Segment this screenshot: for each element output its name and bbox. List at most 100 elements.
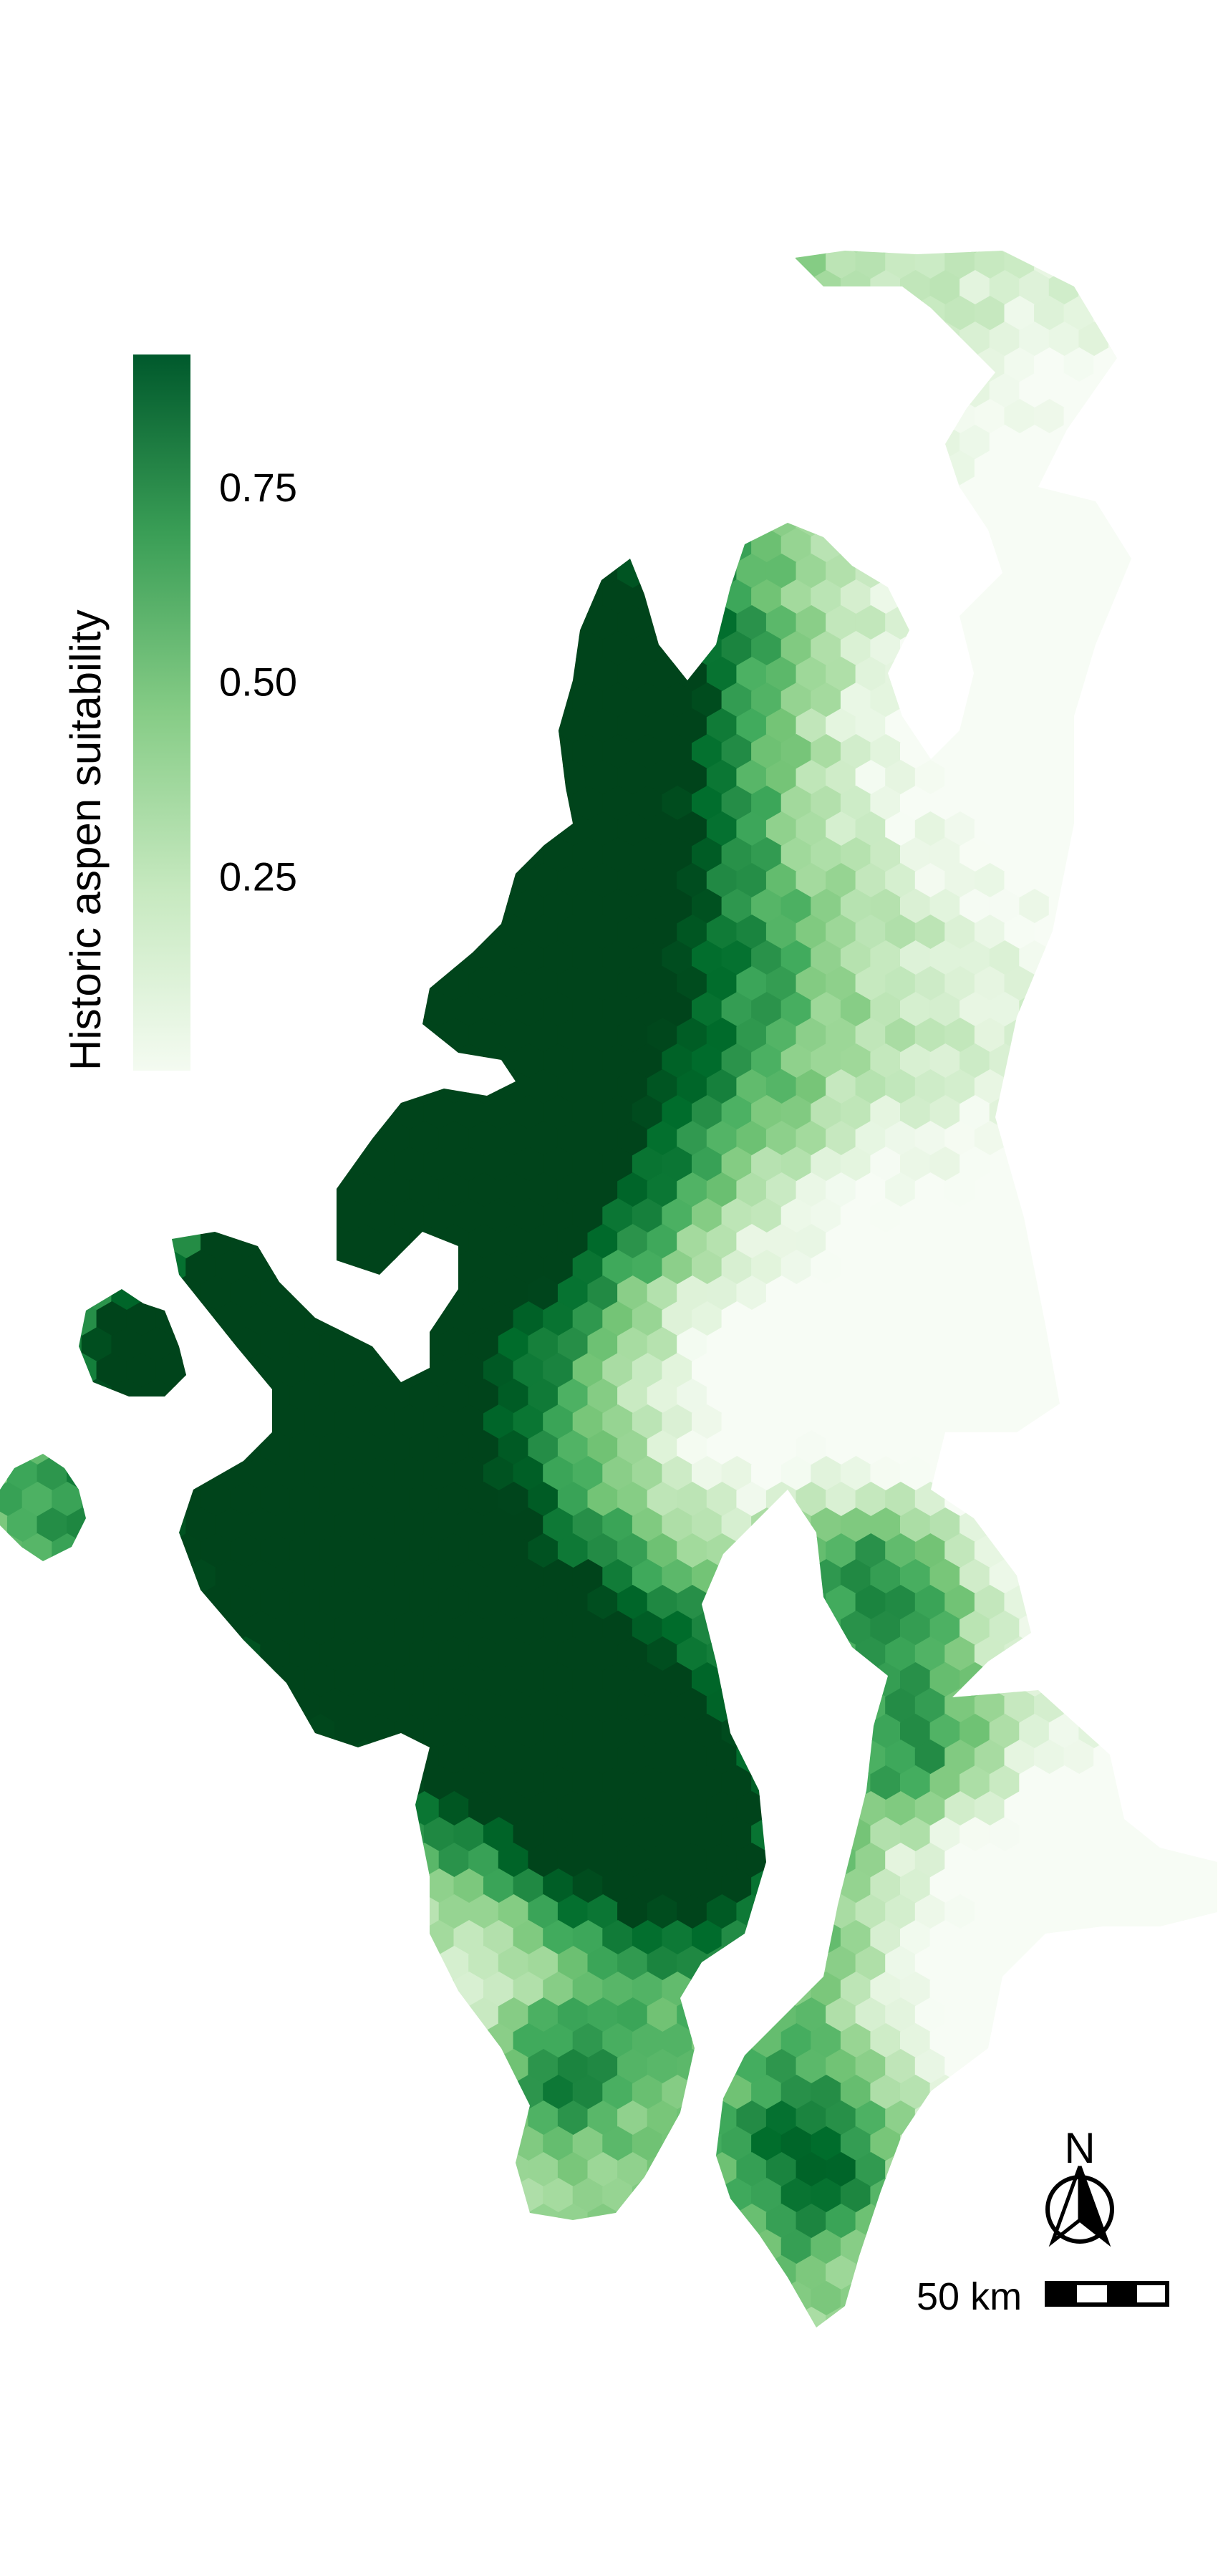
- map-cell: [1108, 1817, 1140, 1853]
- map-cell: [349, 554, 381, 589]
- map-cell: [364, 322, 396, 357]
- map-cell: [1153, 1997, 1184, 2033]
- map-cell: [721, 1559, 753, 1595]
- map-cell: [692, 322, 723, 357]
- map-cell: [974, 657, 1006, 693]
- map-cell: [96, 2281, 127, 2317]
- map-cell: [528, 605, 559, 641]
- map-cell: [379, 554, 410, 589]
- map-cell: [334, 270, 366, 306]
- map-cell: [780, 1817, 812, 1853]
- map-cell: [304, 1095, 336, 1131]
- map-cell: [6, 1198, 39, 1234]
- map-cell: [438, 251, 470, 280]
- map-cell: [959, 2023, 991, 2059]
- map-cell: [468, 347, 500, 383]
- map-cell: [52, 1379, 83, 1414]
- map-cell: [289, 708, 322, 744]
- map-cell: [617, 1997, 649, 2033]
- map-cell: [662, 837, 693, 873]
- map-cell: [929, 1972, 961, 2007]
- map-cell: [6, 373, 39, 409]
- map-cell: [438, 2204, 470, 2239]
- map-cell: [141, 1533, 173, 1569]
- map-cell: [245, 528, 276, 564]
- map-cell: [275, 2281, 306, 2317]
- map-cell: [438, 1379, 470, 1414]
- map-cell: [528, 2307, 559, 2327]
- map-cell: [6, 1301, 39, 1337]
- map-cell: [96, 1301, 127, 1337]
- map-cell: [200, 347, 232, 383]
- map-cell: [319, 1636, 351, 1672]
- map-cell: [96, 1198, 127, 1234]
- map-cell: [751, 992, 783, 1028]
- map-cell: [840, 251, 872, 254]
- map-cell: [751, 734, 783, 770]
- map-cell: [423, 1714, 455, 1750]
- map-cell: [6, 2229, 39, 2265]
- map-cell: [617, 450, 649, 486]
- map-cell: [111, 2307, 142, 2327]
- map-cell: [632, 1868, 664, 1904]
- map-cell: [423, 2126, 455, 2162]
- map-cell: [959, 425, 991, 460]
- map-cell: [438, 811, 470, 847]
- map-cell: [155, 270, 188, 306]
- map-cell: [379, 708, 410, 744]
- map-cell: [780, 1353, 812, 1389]
- map-cell: [706, 399, 738, 435]
- map-cell: [1197, 940, 1217, 976]
- map-cell: [319, 347, 351, 383]
- map-cell: [900, 786, 932, 821]
- map-cell: [557, 915, 589, 950]
- map-cell: [438, 2307, 470, 2327]
- map-cell: [796, 1636, 827, 1672]
- map-cell: [334, 992, 366, 1028]
- map-cell: [1182, 1275, 1214, 1311]
- map-cell: [1034, 1121, 1065, 1157]
- map-cell: [275, 1920, 306, 1956]
- map-cell: [1048, 1714, 1081, 1750]
- map-cell: [334, 837, 366, 873]
- map-cell: [1197, 373, 1217, 409]
- map-cell: [423, 1456, 455, 1492]
- map-cell: [215, 1404, 247, 1440]
- map-cell: [974, 450, 1006, 486]
- map-cell: [632, 1147, 664, 1182]
- map-cell: [914, 863, 947, 899]
- map-cell: [647, 915, 678, 950]
- map-cell: [319, 2204, 351, 2239]
- map-cell: [170, 1430, 202, 1466]
- map-cell: [1182, 863, 1214, 899]
- map-cell: [840, 940, 872, 976]
- map-cell: [215, 734, 247, 770]
- map-cell: [870, 2229, 901, 2265]
- map-cell: [96, 1456, 127, 1492]
- map-cell: [275, 1972, 306, 2007]
- map-cell: [289, 760, 322, 796]
- map-cell: [468, 1121, 500, 1157]
- map-cell: [1093, 657, 1125, 693]
- map-cell: [632, 1095, 664, 1131]
- map-cell: [409, 1946, 440, 1982]
- map-cell: [647, 1121, 678, 1157]
- map-cell: [662, 2229, 693, 2265]
- map-cell: [572, 1920, 604, 1956]
- map-cell: [111, 296, 142, 332]
- map-cell: [453, 992, 485, 1028]
- map-cell: [21, 1791, 53, 1827]
- map-cell: [855, 1327, 886, 1363]
- map-cell: [751, 631, 783, 667]
- map-cell: [379, 1894, 410, 1930]
- map-cell: [289, 1636, 322, 1672]
- map-cell: [334, 1972, 366, 2007]
- map-cell: [1153, 1688, 1184, 1724]
- map-cell: [67, 2229, 98, 2265]
- map-cell: [706, 1224, 738, 1260]
- map-cell: [349, 1430, 381, 1466]
- map-cell: [111, 1740, 142, 1775]
- map-cell: [245, 1868, 276, 1904]
- map-cell: [498, 915, 530, 950]
- map-cell: [692, 1508, 723, 1543]
